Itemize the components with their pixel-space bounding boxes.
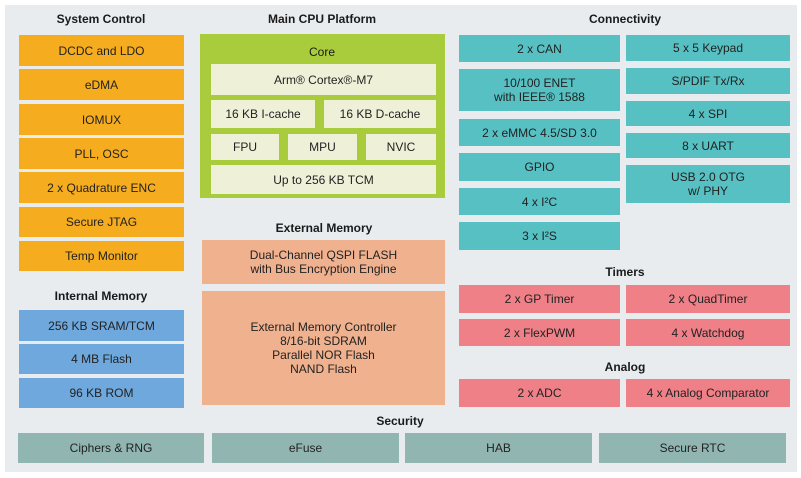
block-tcm: Up to 256 KB TCM [211, 165, 436, 194]
block-edma: eDMA [19, 69, 184, 100]
internal-memory-title: Internal Memory [54, 289, 148, 303]
block-dcdc-ldo: DCDC and LDO [19, 35, 184, 66]
block-analog-comparator: 4 x Analog Comparator [626, 379, 790, 407]
security-title: Security [376, 414, 424, 428]
block-enet: 10/100 ENET with IEEE® 1588 [459, 69, 620, 111]
block-qspi-flash: Dual-Channel QSPI FLASH with Bus Encrypt… [202, 240, 445, 284]
block-temp-monitor: Temp Monitor [19, 241, 184, 271]
block-fpu: FPU [211, 134, 279, 160]
block-watchdog: 4 x Watchdog [626, 319, 790, 346]
block-nvic: NVIC [366, 134, 436, 160]
block-i2s: 3 x I²S [459, 222, 620, 250]
block-spdif: S/PDIF Tx/Rx [626, 68, 790, 94]
block-uart: 8 x UART [626, 133, 790, 158]
block-keypad: 5 x 5 Keypad [626, 35, 790, 61]
block-gpio: GPIO [459, 153, 620, 181]
block-external-memory-controller: External Memory Controller 8/16-bit SDRA… [202, 291, 445, 405]
connectivity-title: Connectivity [588, 12, 662, 26]
block-ciphers-rng: Ciphers & RNG [18, 433, 204, 463]
block-adc: 2 x ADC [459, 379, 620, 407]
external-memory-title: External Memory [275, 221, 373, 235]
core-label: Core [308, 45, 336, 59]
block-flexpwm: 2 x FlexPWM [459, 319, 620, 346]
block-can: 2 x CAN [459, 35, 620, 62]
block-icache: 16 KB I-cache [211, 100, 315, 128]
block-mpu: MPU [288, 134, 357, 160]
block-efuse: eFuse [212, 433, 399, 463]
block-quadtimer: 2 x QuadTimer [626, 285, 790, 313]
cpu-platform-title: Main CPU Platform [267, 12, 377, 26]
block-sram-tcm: 256 KB SRAM/TCM [19, 310, 184, 341]
block-usb-otg: USB 2.0 OTG w/ PHY [626, 165, 790, 203]
block-i2c: 4 x I²C [459, 188, 620, 215]
block-spi: 4 x SPI [626, 101, 790, 126]
block-secure-rtc: Secure RTC [599, 433, 786, 463]
block-rom: 96 KB ROM [19, 378, 184, 408]
block-iomux: IOMUX [19, 104, 184, 135]
system-control-title: System Control [56, 12, 146, 26]
block-pll-osc: PLL, OSC [19, 138, 184, 169]
block-quadrature-enc: 2 x Quadrature ENC [19, 172, 184, 203]
block-cortex-m7: Arm® Cortex®-M7 [211, 64, 436, 95]
block-secure-jtag: Secure JTAG [19, 207, 184, 237]
block-gp-timer: 2 x GP Timer [459, 285, 620, 313]
block-flash: 4 MB Flash [19, 344, 184, 374]
analog-title: Analog [604, 360, 646, 374]
block-emmc-sd: 2 x eMMC 4.5/SD 3.0 [459, 119, 620, 146]
block-hab: HAB [405, 433, 592, 463]
block-dcache: 16 KB D-cache [324, 100, 436, 128]
timers-title: Timers [605, 265, 645, 279]
